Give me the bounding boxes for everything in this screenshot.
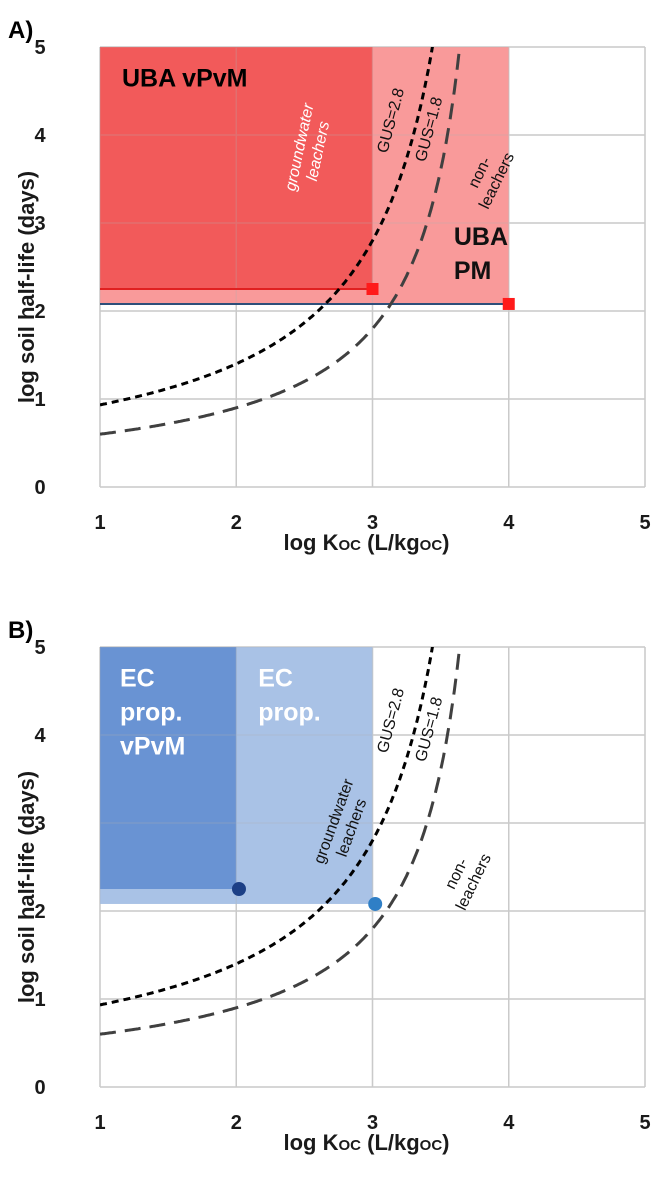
marker-square [502, 297, 515, 310]
gus-curves [100, 47, 462, 436]
y-tick-label: 2 [34, 301, 45, 323]
x-tick-label: 3 [367, 1112, 378, 1134]
x-tick-label: 5 [639, 512, 650, 534]
marker-circle [368, 896, 383, 911]
region-label: UBA PM [454, 223, 508, 285]
y-tick-label: 5 [34, 37, 45, 59]
y-tick-label: 3 [34, 813, 45, 835]
x-tick-label: 2 [231, 512, 242, 534]
annotation-label: GUS=1.8 [413, 695, 447, 763]
y-tick-label: 1 [34, 389, 45, 411]
chart-panel-b: B)EC prop.EC prop. vPvMgroundwaterleachersG… [8, 617, 651, 1155]
region-ec-prop-vpvm [100, 647, 237, 889]
x-tick-label: 5 [639, 1112, 650, 1134]
curve-gus-1-8 [100, 647, 462, 1036]
x-tick-label: 3 [367, 512, 378, 534]
annotation-label: non-leachers [436, 843, 495, 913]
marker-square [366, 283, 379, 295]
x-tick-label: 1 [94, 512, 105, 534]
y-tick-label: 5 [34, 637, 45, 659]
region-label: EC prop. [258, 665, 321, 727]
region-label: UBA vPvM [122, 65, 248, 93]
x-tick-label: 2 [231, 1112, 242, 1134]
panel-label: B) [8, 617, 33, 644]
y-tick-label: 2 [34, 901, 45, 923]
gridlines-overlay [99, 646, 646, 1088]
gridlines-overlay [99, 46, 646, 488]
annotation-label: GUS=2.8 [375, 686, 409, 754]
y-tick-label: 3 [34, 213, 45, 235]
y-axis-title: log soil half-life (days) [14, 771, 39, 1003]
y-tick-label: 0 [34, 477, 45, 499]
x-axis-title: log KOC (L/kgOC) [284, 530, 450, 555]
panel-label: A) [8, 17, 33, 44]
region-label: EC prop. vPvM [120, 665, 185, 761]
y-tick-label: 4 [34, 725, 46, 747]
y-axis-title: log soil half-life (days) [14, 171, 39, 403]
y-tick-label: 0 [34, 1077, 45, 1099]
gus-curves [100, 647, 462, 1036]
curve-gus-1-8 [100, 47, 462, 436]
y-tick-label: 4 [34, 125, 46, 147]
x-tick-label: 4 [503, 512, 515, 534]
x-axis-title: log KOC (L/kgOC) [284, 1130, 450, 1155]
y-tick-label: 1 [34, 989, 45, 1011]
x-tick-label: 4 [503, 1112, 515, 1134]
region-uba-vpvm [100, 47, 373, 289]
x-tick-label: 1 [94, 1112, 105, 1134]
marker-circle [231, 882, 246, 896]
